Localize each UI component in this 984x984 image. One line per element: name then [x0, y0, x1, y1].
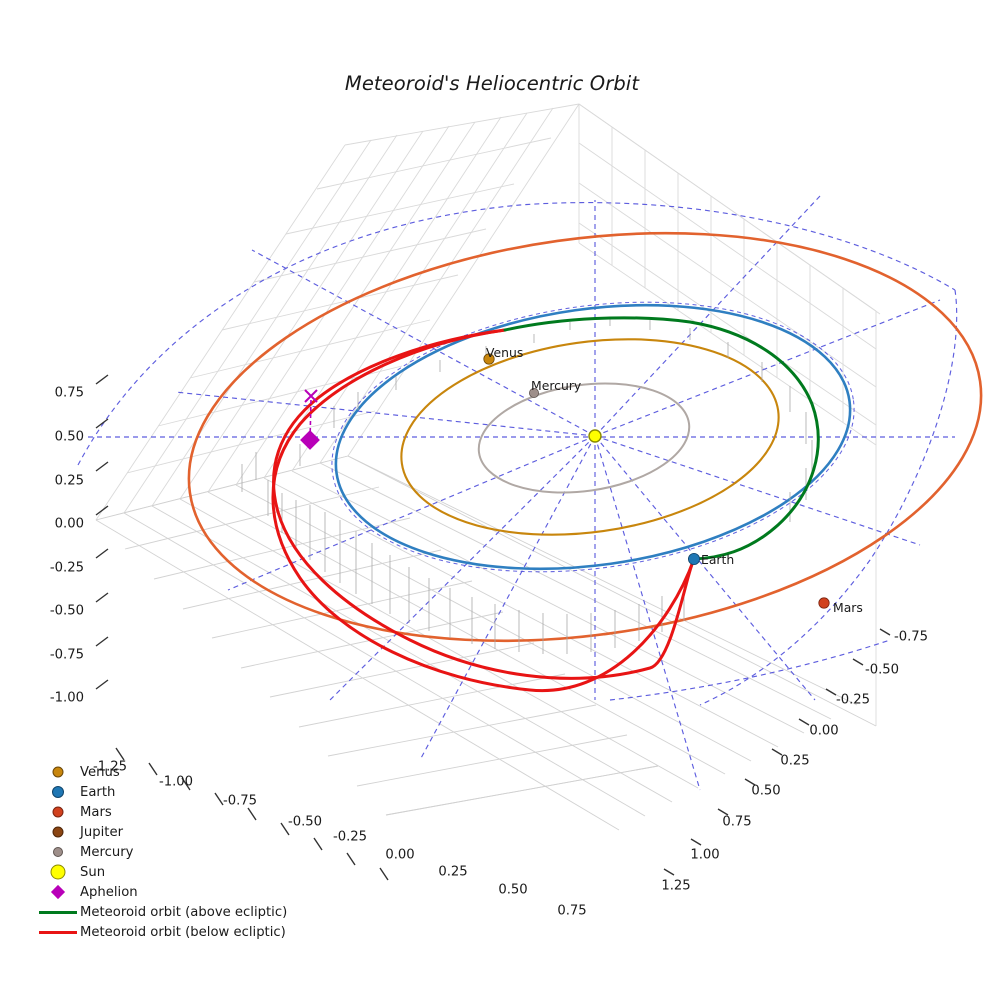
sun-marker-icon	[36, 862, 80, 882]
venus-orbit-path	[400, 338, 780, 536]
y-tick: -0.25	[835, 692, 871, 708]
legend[interactable]: Venus Earth Mars Jupiter Mercury	[36, 762, 326, 942]
x-tick: -0.75	[222, 793, 258, 809]
jupiter-marker-icon	[36, 822, 80, 842]
pane-back-right	[578, 103, 881, 446]
z-tick: -0.50	[49, 603, 84, 619]
red-line-icon	[36, 922, 80, 942]
y-tick: -0.75	[893, 629, 929, 645]
aphelion-marker-group[interactable]	[300, 389, 320, 450]
aphelion-cross-icon	[304, 389, 318, 403]
mars-orbit-path	[187, 231, 983, 643]
mercury-marker-icon	[36, 842, 80, 862]
legend-item-meteoroid-above[interactable]: Meteoroid orbit (above ecliptic)	[36, 902, 326, 922]
aphelion-diamond-icon	[300, 430, 320, 450]
mercury-orbit-path	[477, 382, 691, 494]
y-tick: 0.50	[751, 783, 781, 799]
body-markers[interactable]	[483, 353, 830, 609]
body-label-mercury: Mercury	[531, 378, 582, 393]
z-tick: 0.50	[54, 429, 84, 445]
x-tick: -1.25	[92, 759, 128, 775]
y-tick: -0.50	[864, 662, 900, 678]
legend-label: Sun	[80, 864, 106, 880]
z-tick: -1.00	[49, 690, 84, 706]
legend-item-mars[interactable]: Mars	[36, 802, 326, 822]
mars-marker-icon	[36, 802, 80, 822]
earth-orbit-projection	[331, 301, 855, 573]
page-title: Meteoroid's Heliocentric Orbit	[344, 72, 640, 95]
z-tick: -0.75	[49, 647, 84, 663]
z-tick: -0.25	[49, 560, 84, 576]
x-tick: 0.75	[557, 903, 587, 919]
x-tick: -0.50	[287, 814, 323, 830]
legend-item-aphelion[interactable]: Aphelion	[36, 882, 326, 902]
legend-label: Venus	[80, 764, 120, 780]
x-tick: -1.00	[158, 774, 194, 790]
legend-item-jupiter[interactable]: Jupiter	[36, 822, 326, 842]
meteoroid-orbit-below-ecliptic	[272, 328, 696, 680]
meteoroid-orbit-above-ecliptic	[503, 316, 820, 561]
mars-marker-icon	[818, 597, 830, 609]
legend-item-meteoroid-below[interactable]: Meteoroid orbit (below ecliptic)	[36, 922, 326, 942]
y-tick: 1.00	[690, 847, 720, 863]
x-tick: 0.00	[385, 847, 415, 863]
legend-label: Mars	[80, 804, 112, 820]
green-line-icon	[36, 902, 80, 922]
axis-tick-marks	[95, 374, 891, 881]
body-label-earth: Earth	[701, 552, 735, 567]
y-tick: 0.75	[722, 814, 752, 830]
sun-marker-icon	[588, 429, 602, 443]
legend-label: Earth	[80, 784, 116, 800]
legend-label: Mercury	[80, 844, 134, 860]
x-tick: 0.25	[438, 864, 468, 880]
z-tick: 0.00	[54, 516, 84, 532]
legend-label: Aphelion	[80, 884, 138, 900]
legend-item-venus[interactable]: Venus	[36, 762, 326, 782]
y-tick: 0.25	[780, 753, 810, 769]
earth-marker-icon	[688, 553, 701, 566]
aphelion-marker-icon	[36, 882, 80, 902]
x-tick: 0.50	[498, 882, 528, 898]
earth-orbit-path	[334, 303, 852, 571]
legend-item-earth[interactable]: Earth	[36, 782, 326, 802]
z-tick: 0.25	[54, 473, 84, 489]
legend-label: Meteoroid orbit (below ecliptic)	[80, 924, 286, 940]
venus-marker-icon	[483, 353, 495, 365]
meteoroid-stems	[241, 318, 813, 654]
legend-label: Meteoroid orbit (above ecliptic)	[80, 904, 288, 920]
meteoroid-orbit-below-ecliptic-arc	[271, 328, 696, 693]
legend-item-mercury[interactable]: Mercury	[36, 842, 326, 862]
venus-marker-icon	[36, 762, 80, 782]
y-tick: 0.00	[809, 723, 839, 739]
pane-connectors	[875, 311, 877, 726]
x-tick: -0.25	[332, 829, 368, 845]
legend-label: Jupiter	[80, 824, 123, 840]
body-label-venus: Venus	[486, 345, 524, 360]
legend-item-sun[interactable]: Sun	[36, 862, 326, 882]
y-tick: 1.25	[661, 878, 691, 894]
earth-marker-icon	[36, 782, 80, 802]
pane-floor-right	[347, 455, 877, 816]
body-label-mars: Mars	[833, 600, 863, 615]
z-tick: 0.75	[54, 385, 84, 401]
mercury-marker-icon	[529, 387, 540, 398]
